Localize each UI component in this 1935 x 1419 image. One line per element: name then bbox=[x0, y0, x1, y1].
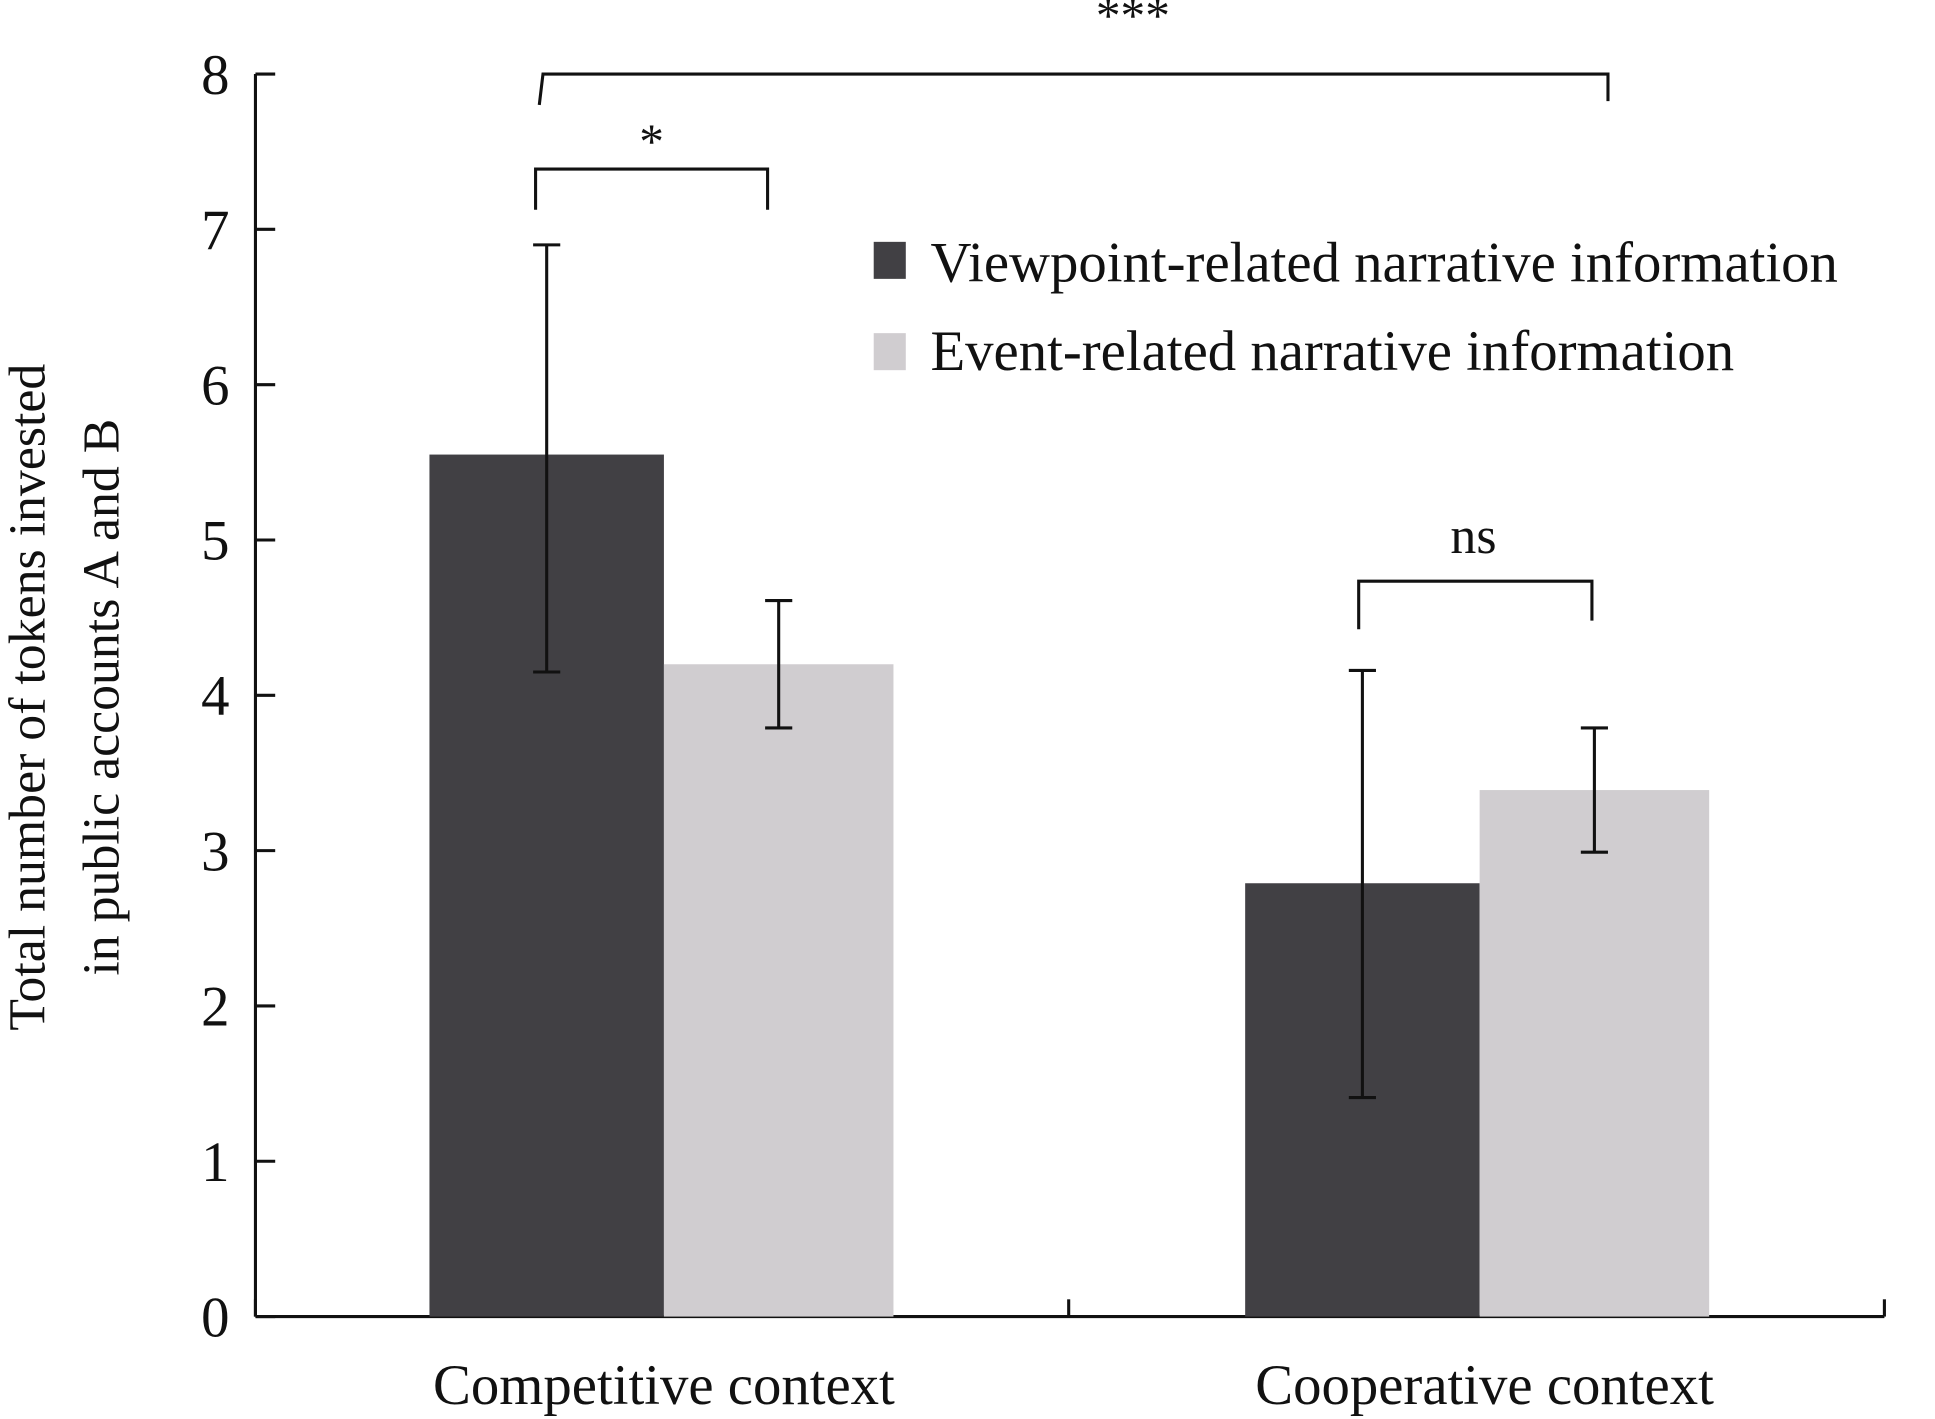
bracket-ns bbox=[1357, 579, 1594, 630]
y-tick-label: 2 bbox=[201, 976, 229, 1039]
y-tick-label: 6 bbox=[201, 354, 229, 417]
legend-label-viewpoint: Viewpoint-related narrative information bbox=[930, 231, 1837, 294]
y-tick-label: 8 bbox=[201, 44, 229, 107]
legend: Viewpoint-related narrative information … bbox=[873, 231, 1838, 383]
annotation-single-star: * bbox=[639, 114, 664, 169]
y-tick-label: 3 bbox=[201, 820, 229, 883]
significance-annotations: *** * ns bbox=[534, 0, 1610, 630]
legend-label-event: Event-related narrative information bbox=[930, 320, 1734, 383]
x-tick-label: Competitive context bbox=[433, 1354, 895, 1417]
y-axis-label-line1: Total number of tokens invested bbox=[0, 364, 56, 1031]
y-axis-label-line2: in public accounts A and B bbox=[73, 419, 130, 976]
y-tick-label: 5 bbox=[201, 510, 229, 573]
annotation-triple-star: *** bbox=[1096, 0, 1170, 43]
x-tick-label: Cooperative context bbox=[1255, 1354, 1714, 1417]
bracket-triple-star bbox=[537, 72, 1610, 106]
bracket-single-star bbox=[534, 167, 770, 210]
axes: 0 1 2 3 4 5 6 7 8 Competitive context Cooperative … bbox=[201, 44, 1886, 1417]
bar-event bbox=[1479, 790, 1710, 1317]
y-tick-label: 7 bbox=[201, 199, 229, 262]
y-tick-label: 0 bbox=[201, 1286, 229, 1349]
y-axis-label: Total number of tokens invested in publi… bbox=[0, 364, 130, 1031]
annotation-ns: ns bbox=[1450, 508, 1496, 565]
y-tick-label: 4 bbox=[201, 665, 229, 728]
legend-swatch-event bbox=[873, 333, 906, 371]
bar-event bbox=[663, 664, 894, 1317]
legend-swatch-viewpoint bbox=[873, 241, 906, 279]
y-tick-label: 1 bbox=[201, 1131, 229, 1194]
bars bbox=[429, 243, 1710, 1317]
